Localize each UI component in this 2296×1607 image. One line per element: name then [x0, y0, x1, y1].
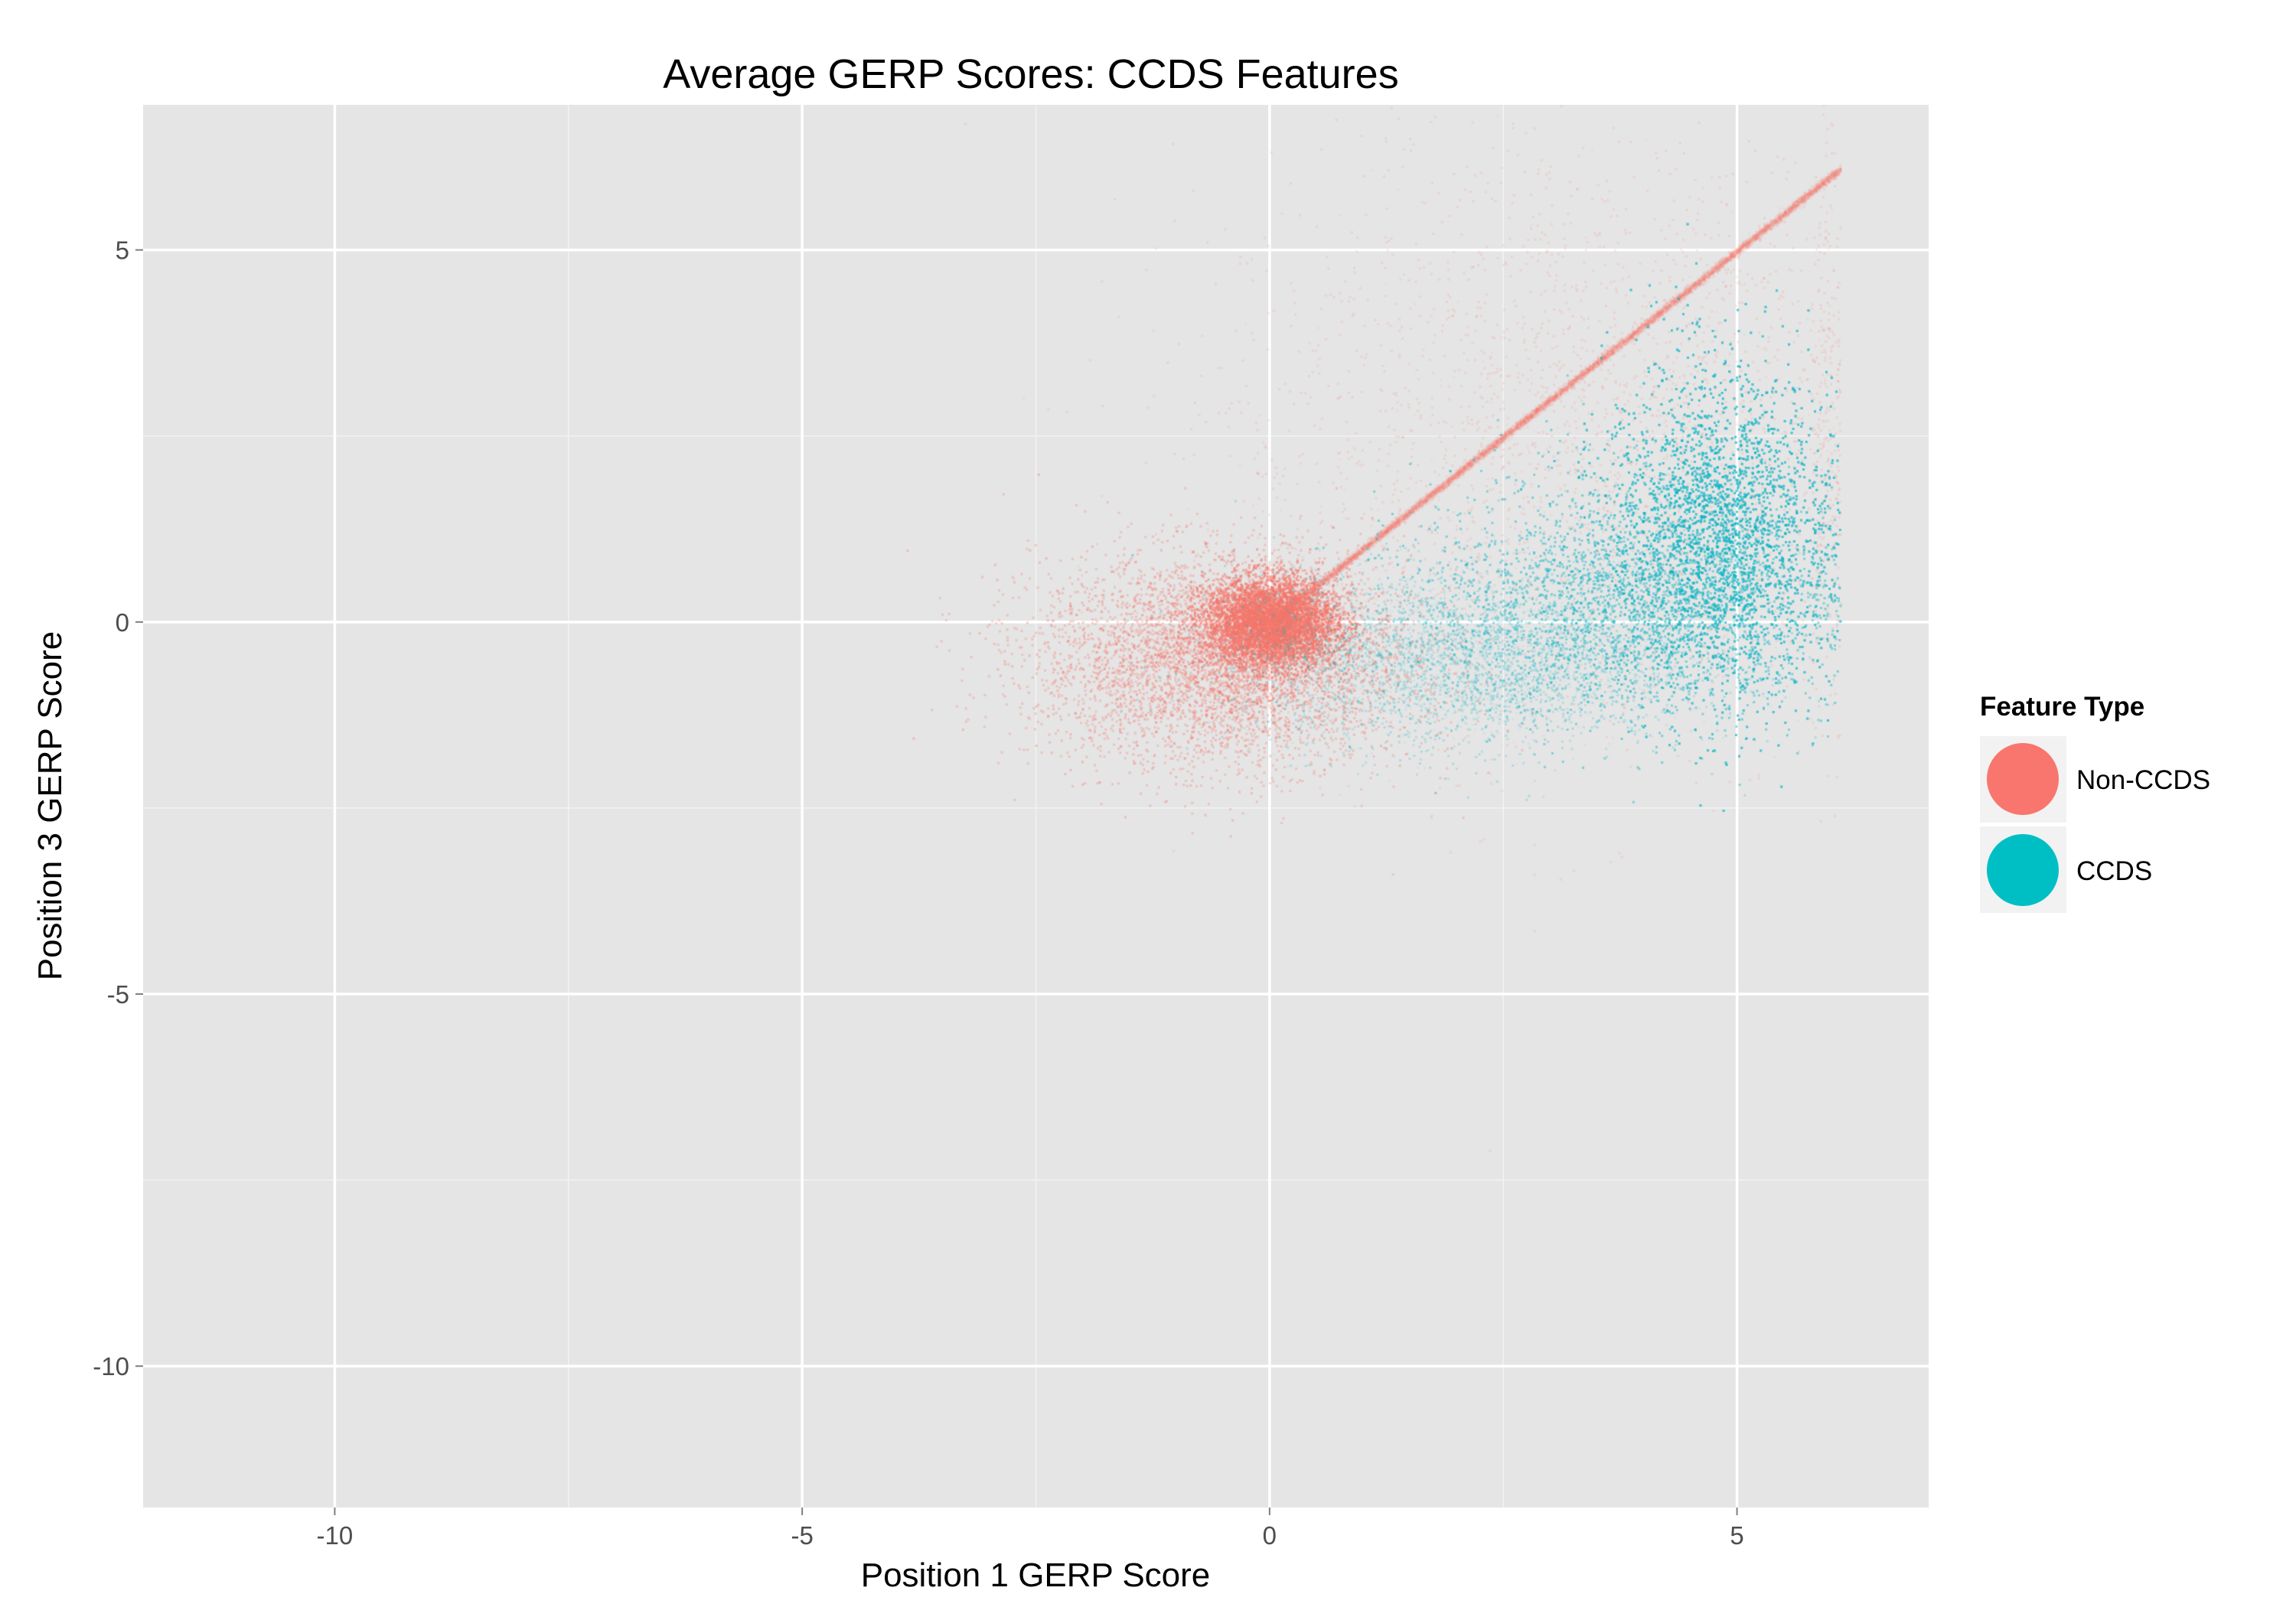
x-axis-label: Position 1 GERP Score	[861, 1556, 1211, 1594]
legend-title: Feature Type	[1980, 692, 2144, 722]
y-axis-ticks: 5 0 -5 -10	[93, 236, 143, 1380]
y-axis-label: Position 3 GERP Score	[31, 631, 69, 981]
legend-label-ccds: CCDS	[2076, 856, 2152, 886]
legend-item-ccds: CCDS	[1980, 826, 2152, 913]
ccds-swatch-icon	[1987, 834, 2059, 906]
x-tick-label: -5	[791, 1521, 813, 1550]
x-tick-label: -10	[317, 1521, 354, 1550]
y-tick-label: -10	[93, 1352, 129, 1380]
x-tick-label: 5	[1730, 1521, 1743, 1550]
scatter-points	[143, 105, 1929, 1508]
y-tick-label: 0	[116, 608, 129, 637]
x-axis-ticks: -10 -5 0 5	[317, 1508, 1744, 1550]
chart-title: Average GERP Scores: CCDS Features	[663, 51, 1398, 97]
y-tick-label: 5	[116, 236, 129, 265]
legend-label-non-ccds: Non-CCDS	[2076, 765, 2210, 795]
y-tick-label: -5	[107, 980, 129, 1009]
legend: Feature Type Non-CCDS CCDS	[1980, 692, 2210, 913]
x-tick-label: 0	[1263, 1521, 1277, 1550]
legend-item-non-ccds: Non-CCDS	[1980, 736, 2210, 823]
non-ccds-swatch-icon	[1987, 743, 2059, 815]
